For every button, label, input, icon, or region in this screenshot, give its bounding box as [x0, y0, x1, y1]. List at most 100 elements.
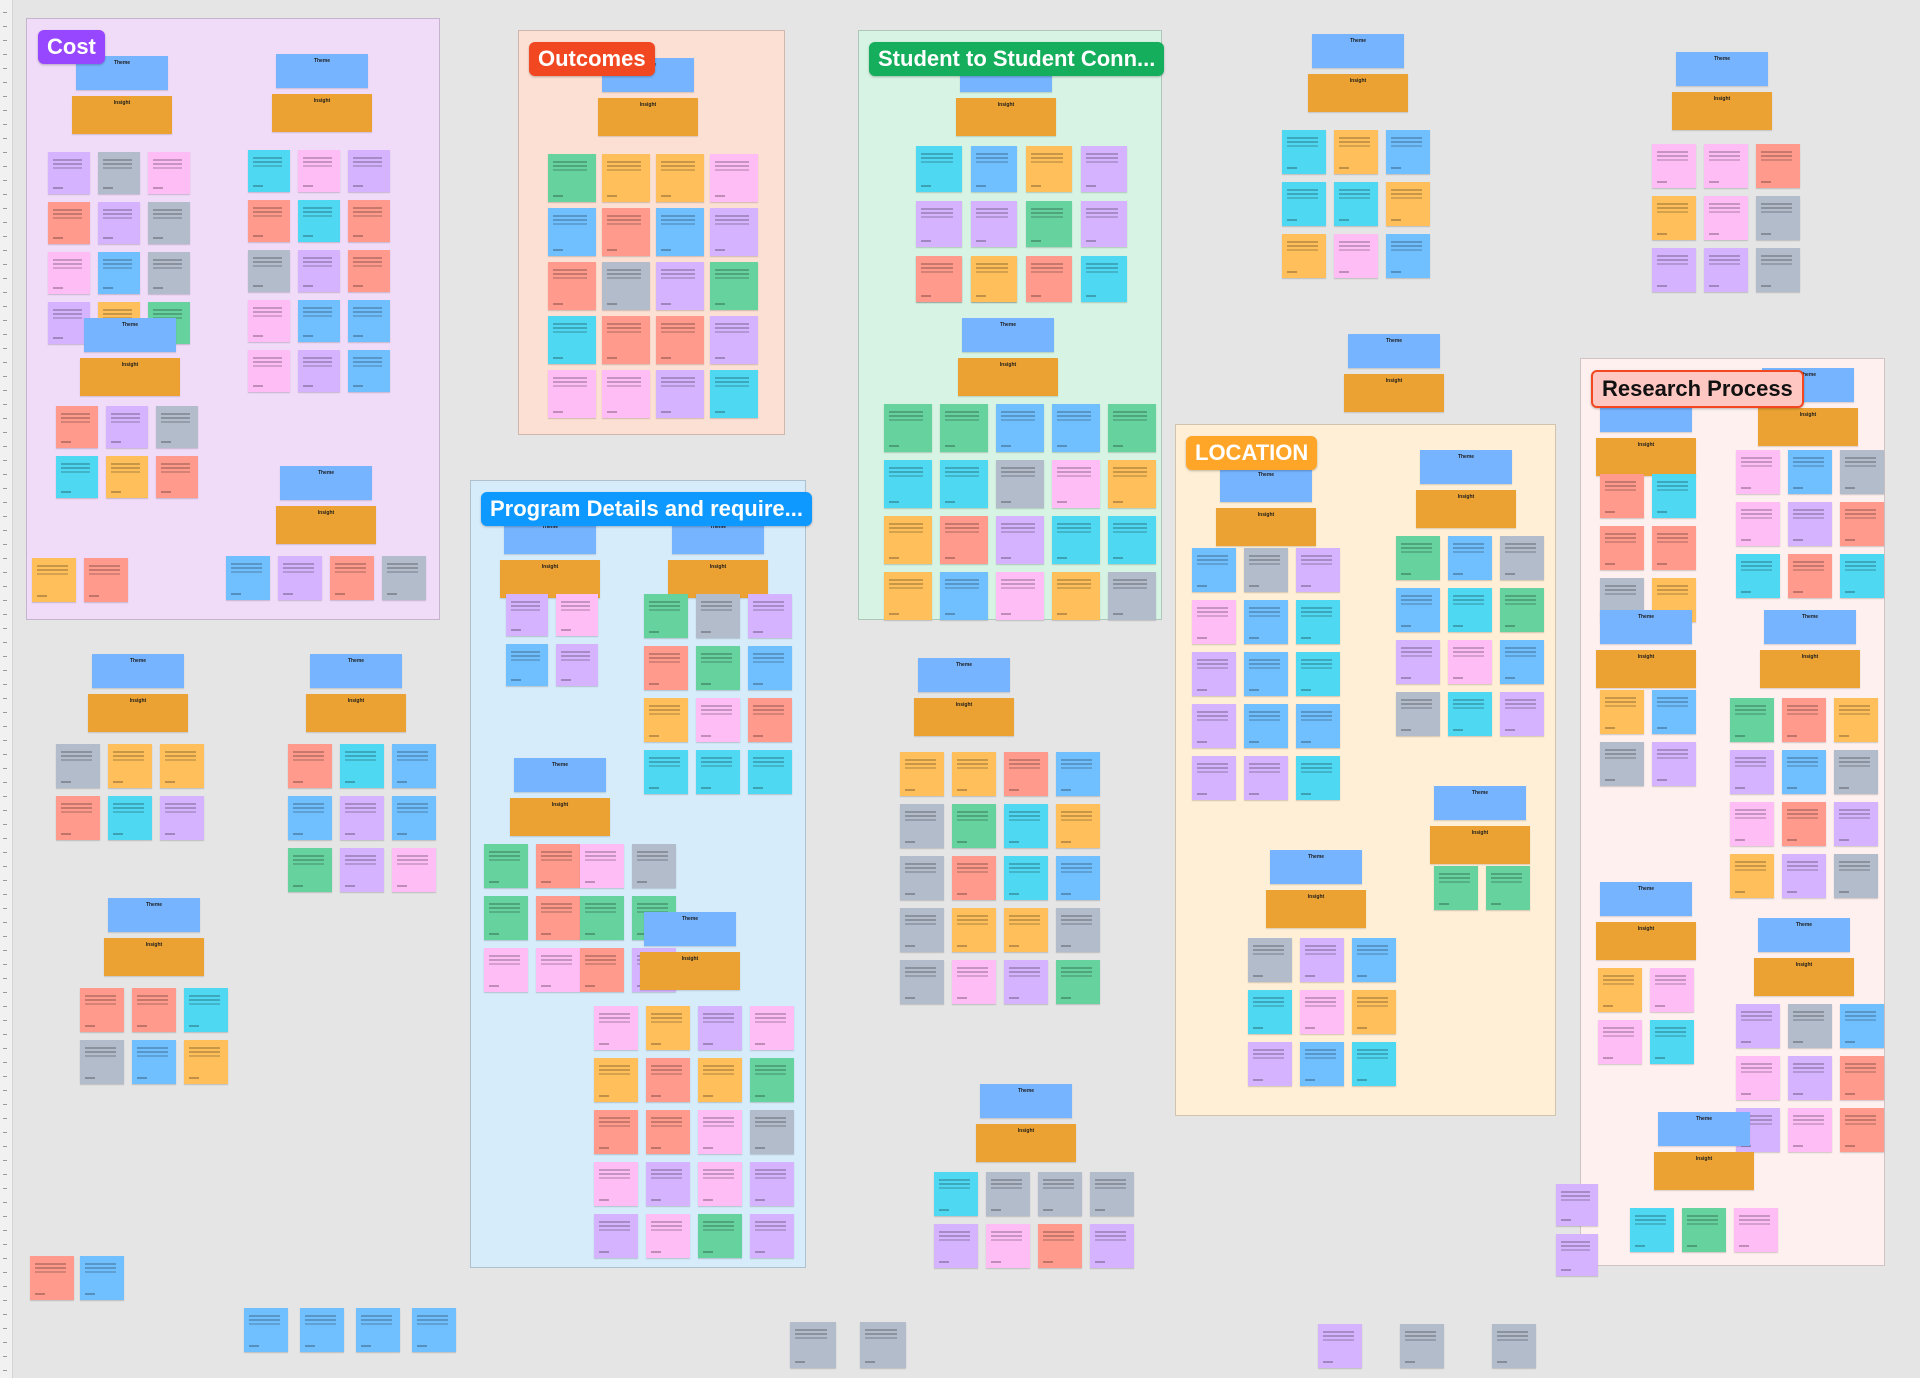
sticky-note[interactable] — [1090, 1172, 1134, 1216]
sticky-note[interactable] — [934, 1172, 978, 1216]
sticky-note[interactable] — [248, 350, 290, 392]
sticky-note[interactable] — [160, 744, 204, 788]
sticky-note[interactable] — [1448, 536, 1492, 580]
sticky-note[interactable] — [484, 844, 528, 888]
sticky-note[interactable] — [1244, 652, 1288, 696]
sticky-note[interactable] — [986, 1172, 1030, 1216]
sticky-note[interactable] — [1318, 1324, 1362, 1368]
sticky-note[interactable] — [484, 896, 528, 940]
sticky-note[interactable] — [1448, 640, 1492, 684]
sticky-note[interactable] — [1081, 146, 1127, 192]
sticky-note[interactable] — [1756, 248, 1800, 292]
insight-card[interactable]: Insight — [976, 1124, 1076, 1162]
sticky-note[interactable] — [1352, 1042, 1396, 1086]
sticky-note[interactable] — [644, 698, 688, 742]
sticky-note[interactable] — [1004, 960, 1048, 1004]
sticky-note[interactable] — [1652, 474, 1696, 518]
sticky-note[interactable] — [48, 202, 90, 244]
insight-card[interactable]: Insight — [958, 358, 1058, 396]
sticky-note[interactable] — [548, 262, 596, 310]
sticky-note[interactable] — [298, 300, 340, 342]
insight-card[interactable]: Insight — [104, 938, 204, 976]
theme-card[interactable]: Theme — [1348, 334, 1440, 368]
sticky-note[interactable] — [1704, 144, 1748, 188]
sticky-note[interactable] — [971, 201, 1017, 247]
sticky-note[interactable] — [1300, 938, 1344, 982]
sticky-note[interactable] — [1652, 742, 1696, 786]
sticky-note[interactable] — [602, 370, 650, 418]
sticky-note[interactable] — [1004, 908, 1048, 952]
sticky-note[interactable] — [1026, 201, 1072, 247]
sticky-note[interactable] — [748, 698, 792, 742]
sticky-note[interactable] — [748, 646, 792, 690]
sticky-note[interactable] — [884, 460, 932, 508]
sticky-note[interactable] — [1788, 1056, 1832, 1100]
sticky-note[interactable] — [580, 948, 624, 992]
sticky-note[interactable] — [1788, 554, 1832, 598]
sticky-note[interactable] — [1282, 234, 1326, 278]
sticky-note[interactable] — [340, 848, 384, 892]
sticky-note[interactable] — [80, 1040, 124, 1084]
theme-card[interactable]: Theme — [92, 654, 184, 688]
sticky-note[interactable] — [656, 316, 704, 364]
sticky-note[interactable] — [1730, 698, 1774, 742]
sticky-note[interactable] — [1834, 698, 1878, 742]
sticky-note[interactable] — [348, 200, 390, 242]
insight-card[interactable]: Insight — [306, 694, 406, 732]
sticky-note[interactable] — [580, 896, 624, 940]
sticky-note[interactable] — [1736, 1004, 1780, 1048]
theme-card[interactable]: Theme — [1220, 468, 1312, 502]
sticky-note[interactable] — [1704, 248, 1748, 292]
sticky-note[interactable] — [1400, 1324, 1444, 1368]
sticky-note[interactable] — [1300, 990, 1344, 1034]
theme-card[interactable]: Theme — [1312, 34, 1404, 68]
sticky-note[interactable] — [1004, 804, 1048, 848]
sticky-note[interactable] — [971, 256, 1017, 302]
sticky-note[interactable] — [1296, 600, 1340, 644]
sticky-note[interactable] — [506, 644, 548, 686]
theme-card[interactable]: Theme — [276, 54, 368, 88]
sticky-note[interactable] — [602, 208, 650, 256]
sticky-note[interactable] — [900, 856, 944, 900]
sticky-note[interactable] — [248, 300, 290, 342]
theme-card[interactable]: Theme — [1600, 610, 1692, 644]
sticky-note[interactable] — [1108, 460, 1156, 508]
sticky-note[interactable] — [900, 960, 944, 1004]
sticky-note[interactable] — [1736, 502, 1780, 546]
sticky-note[interactable] — [348, 250, 390, 292]
sticky-note[interactable] — [1500, 588, 1544, 632]
sticky-note[interactable] — [1248, 938, 1292, 982]
insight-card[interactable]: Insight — [1754, 958, 1854, 996]
sticky-note[interactable] — [1500, 536, 1544, 580]
sticky-note[interactable] — [1108, 572, 1156, 620]
sticky-note[interactable] — [1840, 1004, 1884, 1048]
sticky-note[interactable] — [916, 146, 962, 192]
sticky-note[interactable] — [971, 146, 1017, 192]
sticky-note[interactable] — [580, 844, 624, 888]
sticky-note[interactable] — [748, 594, 792, 638]
sticky-note[interactable] — [698, 1214, 742, 1258]
sticky-note[interactable] — [602, 262, 650, 310]
sticky-note[interactable] — [1052, 516, 1100, 564]
sticky-note[interactable] — [696, 594, 740, 638]
sticky-note[interactable] — [952, 908, 996, 952]
sticky-note[interactable] — [56, 744, 100, 788]
sticky-note[interactable] — [1782, 750, 1826, 794]
sticky-note[interactable] — [750, 1162, 794, 1206]
insight-card[interactable]: Insight — [668, 560, 768, 598]
insight-card[interactable]: Insight — [276, 506, 376, 544]
insight-card[interactable]: Insight — [1672, 92, 1772, 130]
sticky-note[interactable] — [1192, 600, 1236, 644]
sticky-note[interactable] — [1296, 704, 1340, 748]
sticky-note[interactable] — [1248, 1042, 1292, 1086]
sticky-note[interactable] — [1038, 1224, 1082, 1268]
sticky-note[interactable] — [106, 406, 148, 448]
sticky-note[interactable] — [594, 1006, 638, 1050]
sticky-note[interactable] — [1334, 182, 1378, 226]
sticky-note[interactable] — [1052, 404, 1100, 452]
sticky-note[interactable] — [30, 1256, 74, 1300]
theme-card[interactable]: Theme — [918, 658, 1010, 692]
theme-card[interactable]: Theme — [310, 654, 402, 688]
sticky-note[interactable] — [1652, 526, 1696, 570]
sticky-note[interactable] — [382, 556, 426, 600]
